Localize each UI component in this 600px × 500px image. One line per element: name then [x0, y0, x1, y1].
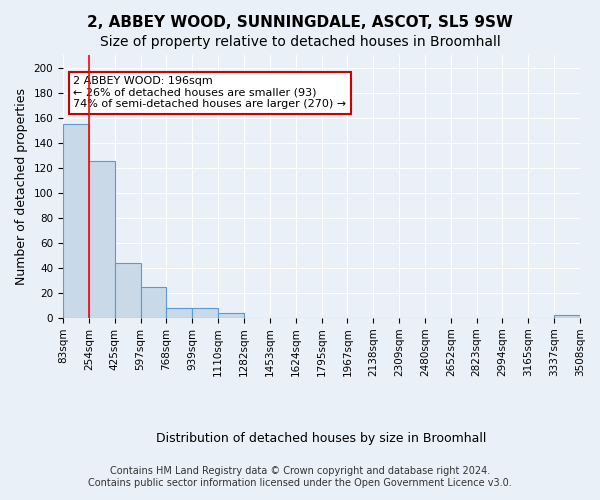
Bar [89, 162, 115, 318]
Text: 2 ABBEY WOOD: 196sqm
← 26% of detached houses are smaller (93)
74% of semi-detac: 2 ABBEY WOOD: 196sqm ← 26% of detached h… [73, 76, 346, 109]
Bar [140, 286, 166, 318]
Bar [63, 124, 89, 318]
X-axis label: Distribution of detached houses by size in Broomhall: Distribution of detached houses by size … [157, 432, 487, 445]
Bar [192, 308, 218, 318]
Bar [115, 263, 140, 318]
Text: 2, ABBEY WOOD, SUNNINGDALE, ASCOT, SL5 9SW: 2, ABBEY WOOD, SUNNINGDALE, ASCOT, SL5 9… [87, 15, 513, 30]
Text: Size of property relative to detached houses in Broomhall: Size of property relative to detached ho… [100, 35, 500, 49]
Bar [554, 316, 580, 318]
Y-axis label: Number of detached properties: Number of detached properties [15, 88, 28, 285]
Bar [218, 313, 244, 318]
Bar [166, 308, 192, 318]
Text: Contains HM Land Registry data © Crown copyright and database right 2024.
Contai: Contains HM Land Registry data © Crown c… [88, 466, 512, 487]
